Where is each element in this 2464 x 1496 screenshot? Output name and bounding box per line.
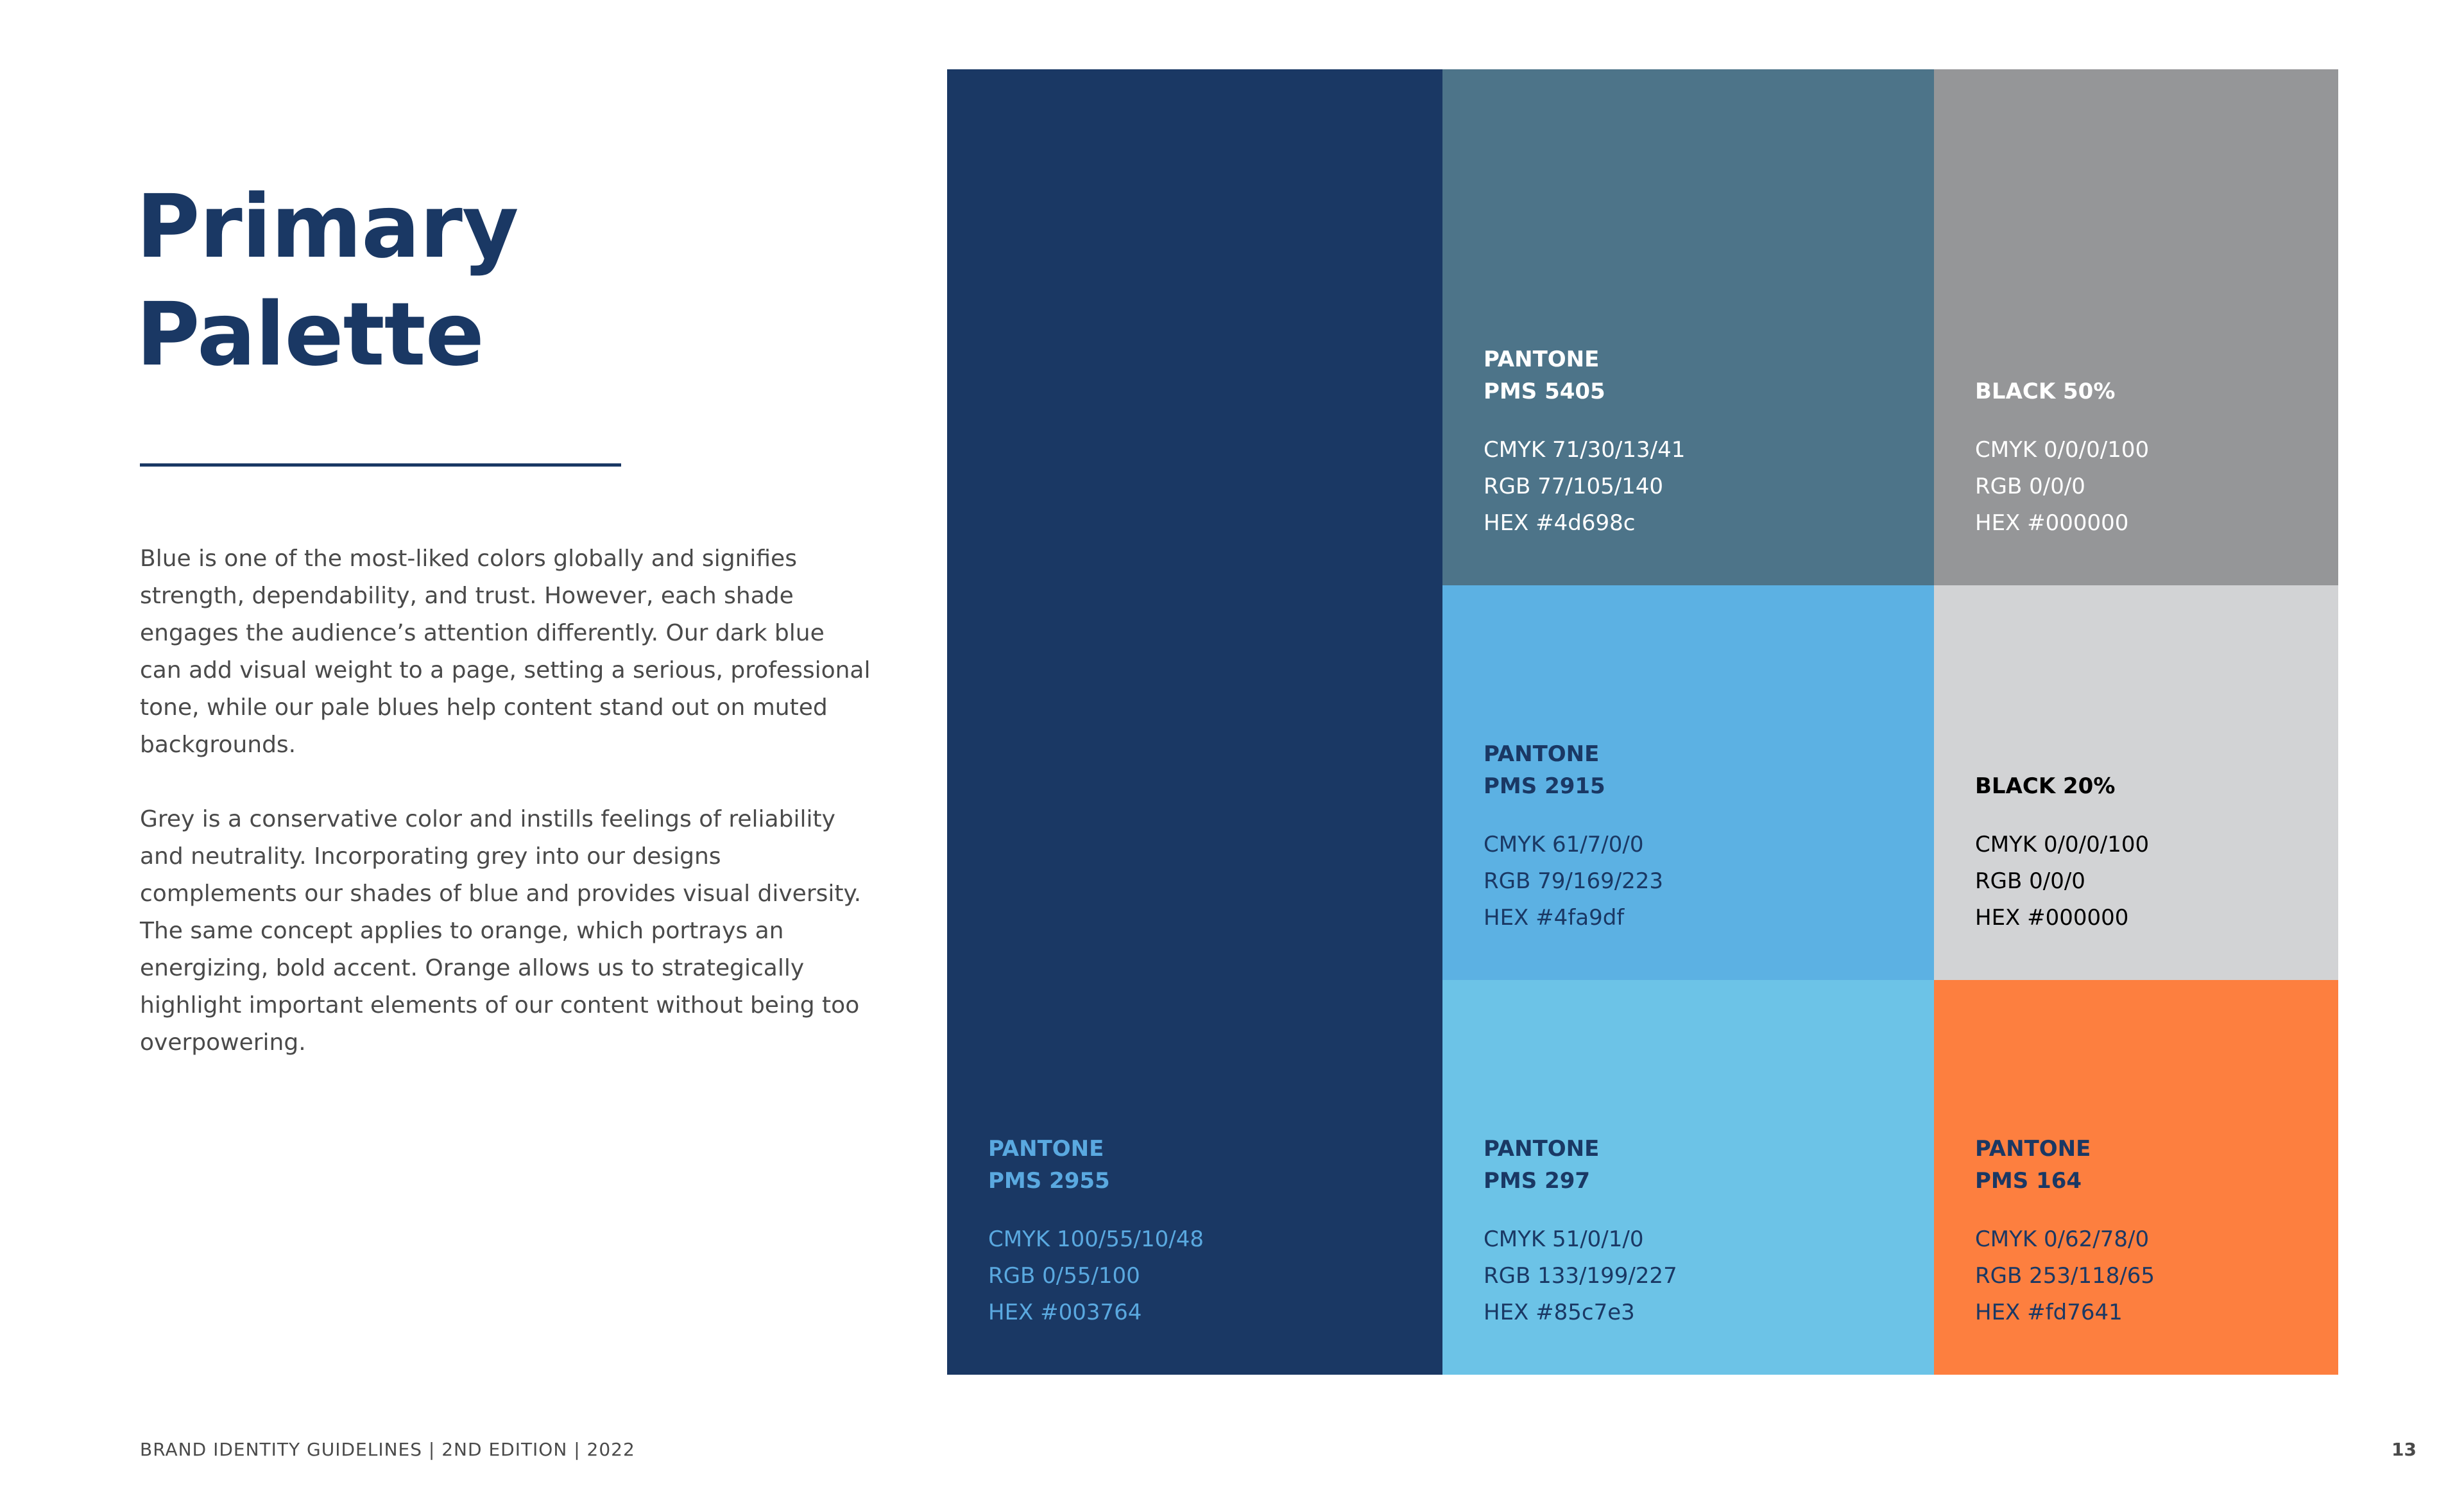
swatch-hex: HEX #000000: [1975, 510, 2129, 536]
swatch-info: PANTONE PMS 164 CMYK 0/62/78/0 RGB 253/1…: [1975, 1133, 2155, 1331]
swatch-hex: HEX #4d698c: [1484, 510, 1636, 536]
swatch-info: PANTONE PMS 2915 CMYK 61/7/0/0 RGB 79/16…: [1484, 738, 1663, 936]
swatch-name: BLACK 20%: [1975, 773, 2116, 799]
swatch-pms-5405: PANTONE PMS 5405 CMYK 71/30/13/41 RGB 77…: [1442, 69, 1934, 585]
swatch-pms-297: PANTONE PMS 297 CMYK 51/0/1/0 RGB 133/19…: [1442, 980, 1934, 1375]
swatch-name: PMS 164: [1975, 1168, 2082, 1194]
swatch-cmyk: CMYK 71/30/13/41: [1484, 437, 1686, 463]
swatch-rgb: RGB 0/0/0: [1975, 868, 2085, 894]
swatch-rgb: RGB 253/118/65: [1975, 1263, 2155, 1289]
swatch-pms-2955: PANTONE PMS 2955 CMYK 100/55/10/48 RGB 0…: [947, 69, 1442, 1375]
swatch-info: BLACK 20% CMYK 0/0/0/100 RGB 0/0/0 HEX #…: [1975, 770, 2149, 936]
body-paragraph-grey-orange: Grey is a conservative color and instill…: [140, 806, 862, 1056]
swatch-cmyk: CMYK 0/62/78/0: [1975, 1226, 2150, 1252]
swatch-name: BLACK 50%: [1975, 379, 2116, 404]
swatch-info: PANTONE PMS 297 CMYK 51/0/1/0 RGB 133/19…: [1484, 1133, 1677, 1331]
swatch-name: PMS 5405: [1484, 379, 1605, 404]
swatch-rgb: RGB 133/199/227: [1484, 1263, 1677, 1289]
swatch-cmyk: CMYK 0/0/0/100: [1975, 832, 2150, 857]
body-copy: Blue is one of the most-liked colors glo…: [140, 540, 871, 1099]
swatch-brand: PANTONE: [1484, 347, 1600, 372]
swatch-cmyk: CMYK 61/7/0/0: [1484, 832, 1644, 857]
swatch-cmyk: CMYK 0/0/0/100: [1975, 437, 2150, 463]
swatch-rgb: RGB 0/0/0: [1975, 474, 2085, 499]
swatch-hex: HEX #003764: [988, 1300, 1142, 1325]
swatch-hex: HEX #fd7641: [1975, 1300, 2123, 1325]
swatch-rgb: RGB 79/169/223: [1484, 868, 1664, 894]
swatch-brand: PANTONE: [1975, 1136, 2091, 1162]
swatch-info: PANTONE PMS 2955 CMYK 100/55/10/48 RGB 0…: [988, 1133, 1204, 1331]
page-number: 13: [2391, 1439, 2417, 1460]
swatch-cmyk: CMYK 100/55/10/48: [988, 1226, 1204, 1252]
body-paragraph-blue: Blue is one of the most-liked colors glo…: [140, 546, 871, 758]
swatch-brand: PANTONE: [1484, 1136, 1600, 1162]
swatch-info: BLACK 50% CMYK 0/0/0/100 RGB 0/0/0 HEX #…: [1975, 375, 2149, 542]
swatch-name: PMS 2915: [1484, 773, 1605, 799]
swatch-hex: HEX #85c7e3: [1484, 1300, 1635, 1325]
title-divider: [140, 463, 621, 467]
swatch-pms-2915: PANTONE PMS 2915 CMYK 61/7/0/0 RGB 79/16…: [1442, 585, 1934, 980]
swatch-hex: HEX #000000: [1975, 905, 2129, 931]
swatch-black-50: BLACK 50% CMYK 0/0/0/100 RGB 0/0/0 HEX #…: [1934, 69, 2338, 585]
page-title-line-1: Primary: [136, 176, 519, 278]
swatch-name: PMS 2955: [988, 1168, 1110, 1194]
swatch-hex: HEX #4fa9df: [1484, 905, 1625, 931]
swatch-brand: PANTONE: [1484, 741, 1600, 767]
swatch-cmyk: CMYK 51/0/1/0: [1484, 1226, 1644, 1252]
swatch-info: PANTONE PMS 5405 CMYK 71/30/13/41 RGB 77…: [1484, 343, 1685, 542]
swatch-rgb: RGB 0/55/100: [988, 1263, 1140, 1289]
page-title: Primary Palette: [136, 173, 519, 389]
swatch-pms-164: PANTONE PMS 164 CMYK 0/62/78/0 RGB 253/1…: [1934, 980, 2338, 1375]
footer-document-title: BRAND IDENTITY GUIDELINES | 2ND EDITION …: [140, 1439, 635, 1460]
swatch-rgb: RGB 77/105/140: [1484, 474, 1664, 499]
swatch-black-20: BLACK 20% CMYK 0/0/0/100 RGB 0/0/0 HEX #…: [1934, 585, 2338, 980]
swatch-name: PMS 297: [1484, 1168, 1591, 1194]
swatch-brand: PANTONE: [988, 1136, 1104, 1162]
page-title-line-2: Palette: [136, 284, 484, 386]
